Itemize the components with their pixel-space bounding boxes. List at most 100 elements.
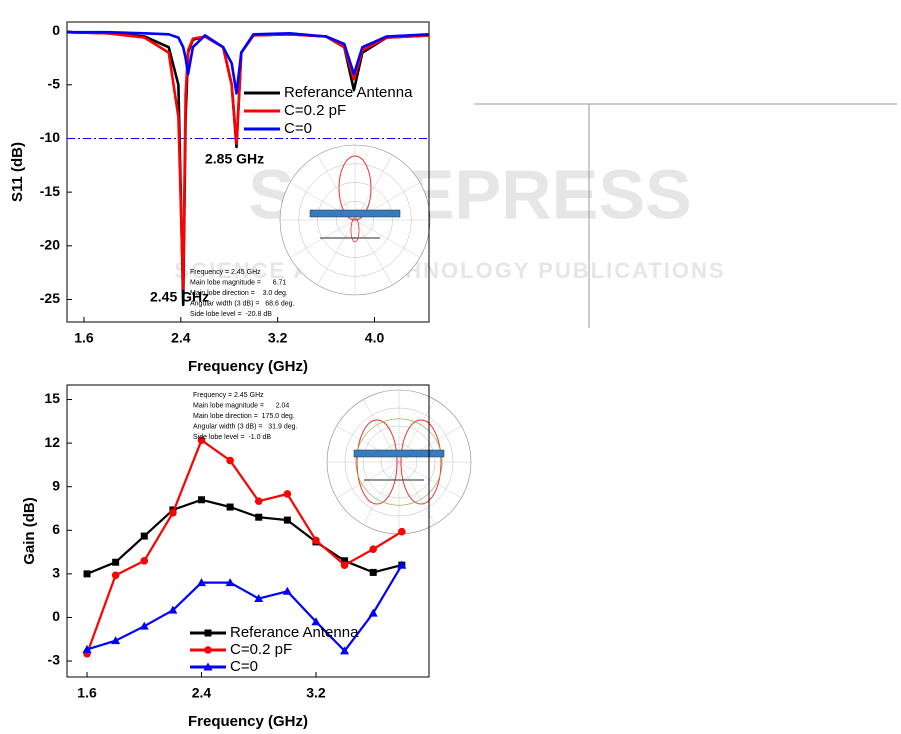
y-tick-label: 9 [52, 477, 60, 493]
marker [283, 516, 291, 524]
polar-ring [355, 418, 443, 506]
marker [369, 568, 377, 576]
antenna-icon [353, 449, 445, 458]
plot-area [66, 30, 430, 307]
x-tick-label: 3.2 [268, 330, 288, 346]
x-tick-label: 1.6 [77, 685, 97, 701]
marker [197, 436, 206, 445]
inset-text: Angular width (3 dB) = 31.9 deg. [193, 423, 298, 430]
x-tick-label: 1.6 [74, 330, 94, 346]
marker [255, 513, 263, 521]
marker [369, 545, 377, 553]
legend-marker [203, 662, 213, 671]
x-axis-label: Frequency (GHz) [188, 358, 308, 375]
y-tick-label: -25 [40, 290, 60, 306]
y-tick-label: 12 [44, 434, 60, 450]
marker [169, 509, 177, 517]
watermark: SCITEPRESS SCIENCE AND TECHNOLOGY PUBLIC… [174, 155, 725, 283]
x-tick-label: 2.4 [192, 685, 212, 701]
legend-marker [204, 646, 212, 654]
inset-text: Main lobe magnitude = 6.71 [190, 279, 286, 286]
marker [197, 496, 205, 504]
inset-text: Angular width (3 dB) = 68.6 deg. [190, 300, 295, 307]
x-axis-label: Frequency (GHz) [188, 713, 308, 729]
series-line [67, 30, 430, 95]
polar-lobe [338, 155, 372, 221]
marker [368, 608, 378, 617]
chart: 0 -5 -10 -15 -20 -25 1.6 2.4 3.2 4.0 Frequency (GH… [9, 21, 431, 375]
y-tick-label: -3 [48, 652, 61, 668]
legend-label: Referance Antenna [230, 624, 359, 641]
inset-text: Main lobe direction = 3.0 deg. [190, 290, 288, 297]
marker [140, 532, 148, 540]
marker [112, 558, 120, 566]
marker [111, 571, 120, 580]
y-tick-label: 3 [52, 565, 60, 581]
y-tick-label: -5 [48, 75, 61, 91]
y-axis-label: Gain (dB) [21, 497, 38, 565]
y-tick-label: -20 [40, 236, 60, 252]
chart: -3 0 3 6 9 12 15 1.6 2.4 3.2 Frequency (GHz) Gain (… [21, 384, 472, 730]
y-tick-label: 0 [52, 608, 60, 624]
charts: 0 -5 -10 -15 -20 -25 1.6 2.4 3.2 4.0 Frequency (GH… [9, 21, 472, 730]
legend-label: C=0.2 pF [284, 102, 346, 119]
marker [139, 621, 149, 630]
polar-spoke [336, 425, 462, 499]
annotation: 2.85 GHz [205, 151, 264, 167]
antenna-icon [309, 209, 401, 218]
x-tick-label: 4.0 [365, 330, 385, 346]
marker [196, 578, 206, 587]
inset-text: Frequency = 2.45 GHz [190, 269, 261, 276]
plot-area [82, 436, 407, 658]
legend-label: Referance Antenna [284, 84, 413, 101]
inset-text: Main lobe magnitude = 2.04 [193, 402, 289, 409]
marker [226, 503, 234, 511]
polar-lobe [356, 419, 398, 505]
legend-label: C=0.2 pF [230, 641, 292, 658]
marker [254, 497, 263, 506]
x-tick-label: 3.2 [306, 685, 326, 701]
marker [111, 636, 121, 645]
marker [311, 617, 321, 626]
inset-text: Side lobe level = -1.0 dB [193, 434, 271, 441]
y-tick-label: 6 [52, 521, 60, 537]
polar-inset [279, 144, 431, 296]
marker [282, 586, 292, 595]
legend-label: C=0 [284, 120, 312, 137]
marker [83, 570, 91, 578]
table-frame [474, 103, 897, 328]
marker [226, 456, 234, 465]
y-axis-label: S11 (dB) [9, 142, 26, 202]
polar-inset [326, 389, 472, 535]
polar-lobe [350, 217, 360, 243]
marker [397, 560, 407, 569]
plot-frame [66, 21, 430, 323]
y-tick-label: -10 [40, 129, 60, 145]
series-line [86, 564, 403, 652]
series-line [85, 439, 403, 655]
legend-label: C=0 [230, 658, 258, 675]
marker [340, 646, 350, 655]
y-tick-label: -15 [40, 183, 60, 199]
polar-lobe [400, 419, 442, 505]
inset-text: Main lobe direction = 175.0 deg. [193, 413, 295, 420]
annotation: 2.45 GHz [150, 289, 209, 305]
marker [82, 644, 92, 653]
inset-text: Frequency = 2.45 GHz [193, 392, 264, 399]
marker [168, 605, 178, 614]
marker [340, 561, 349, 569]
y-tick-label: 15 [44, 390, 60, 406]
marker [312, 536, 320, 545]
marker [225, 578, 235, 587]
legend-marker [204, 629, 212, 637]
x-tick-label: 2.4 [171, 330, 191, 346]
plot-frame [66, 384, 430, 678]
marker [341, 557, 349, 565]
marker [398, 527, 406, 536]
inset-text: Side lobe level = -20.8 dB [190, 311, 272, 318]
watermark-subtitle: SCIENCE AND TECHNOLOGY PUBLICATIONS [174, 258, 725, 283]
marker [140, 556, 149, 565]
